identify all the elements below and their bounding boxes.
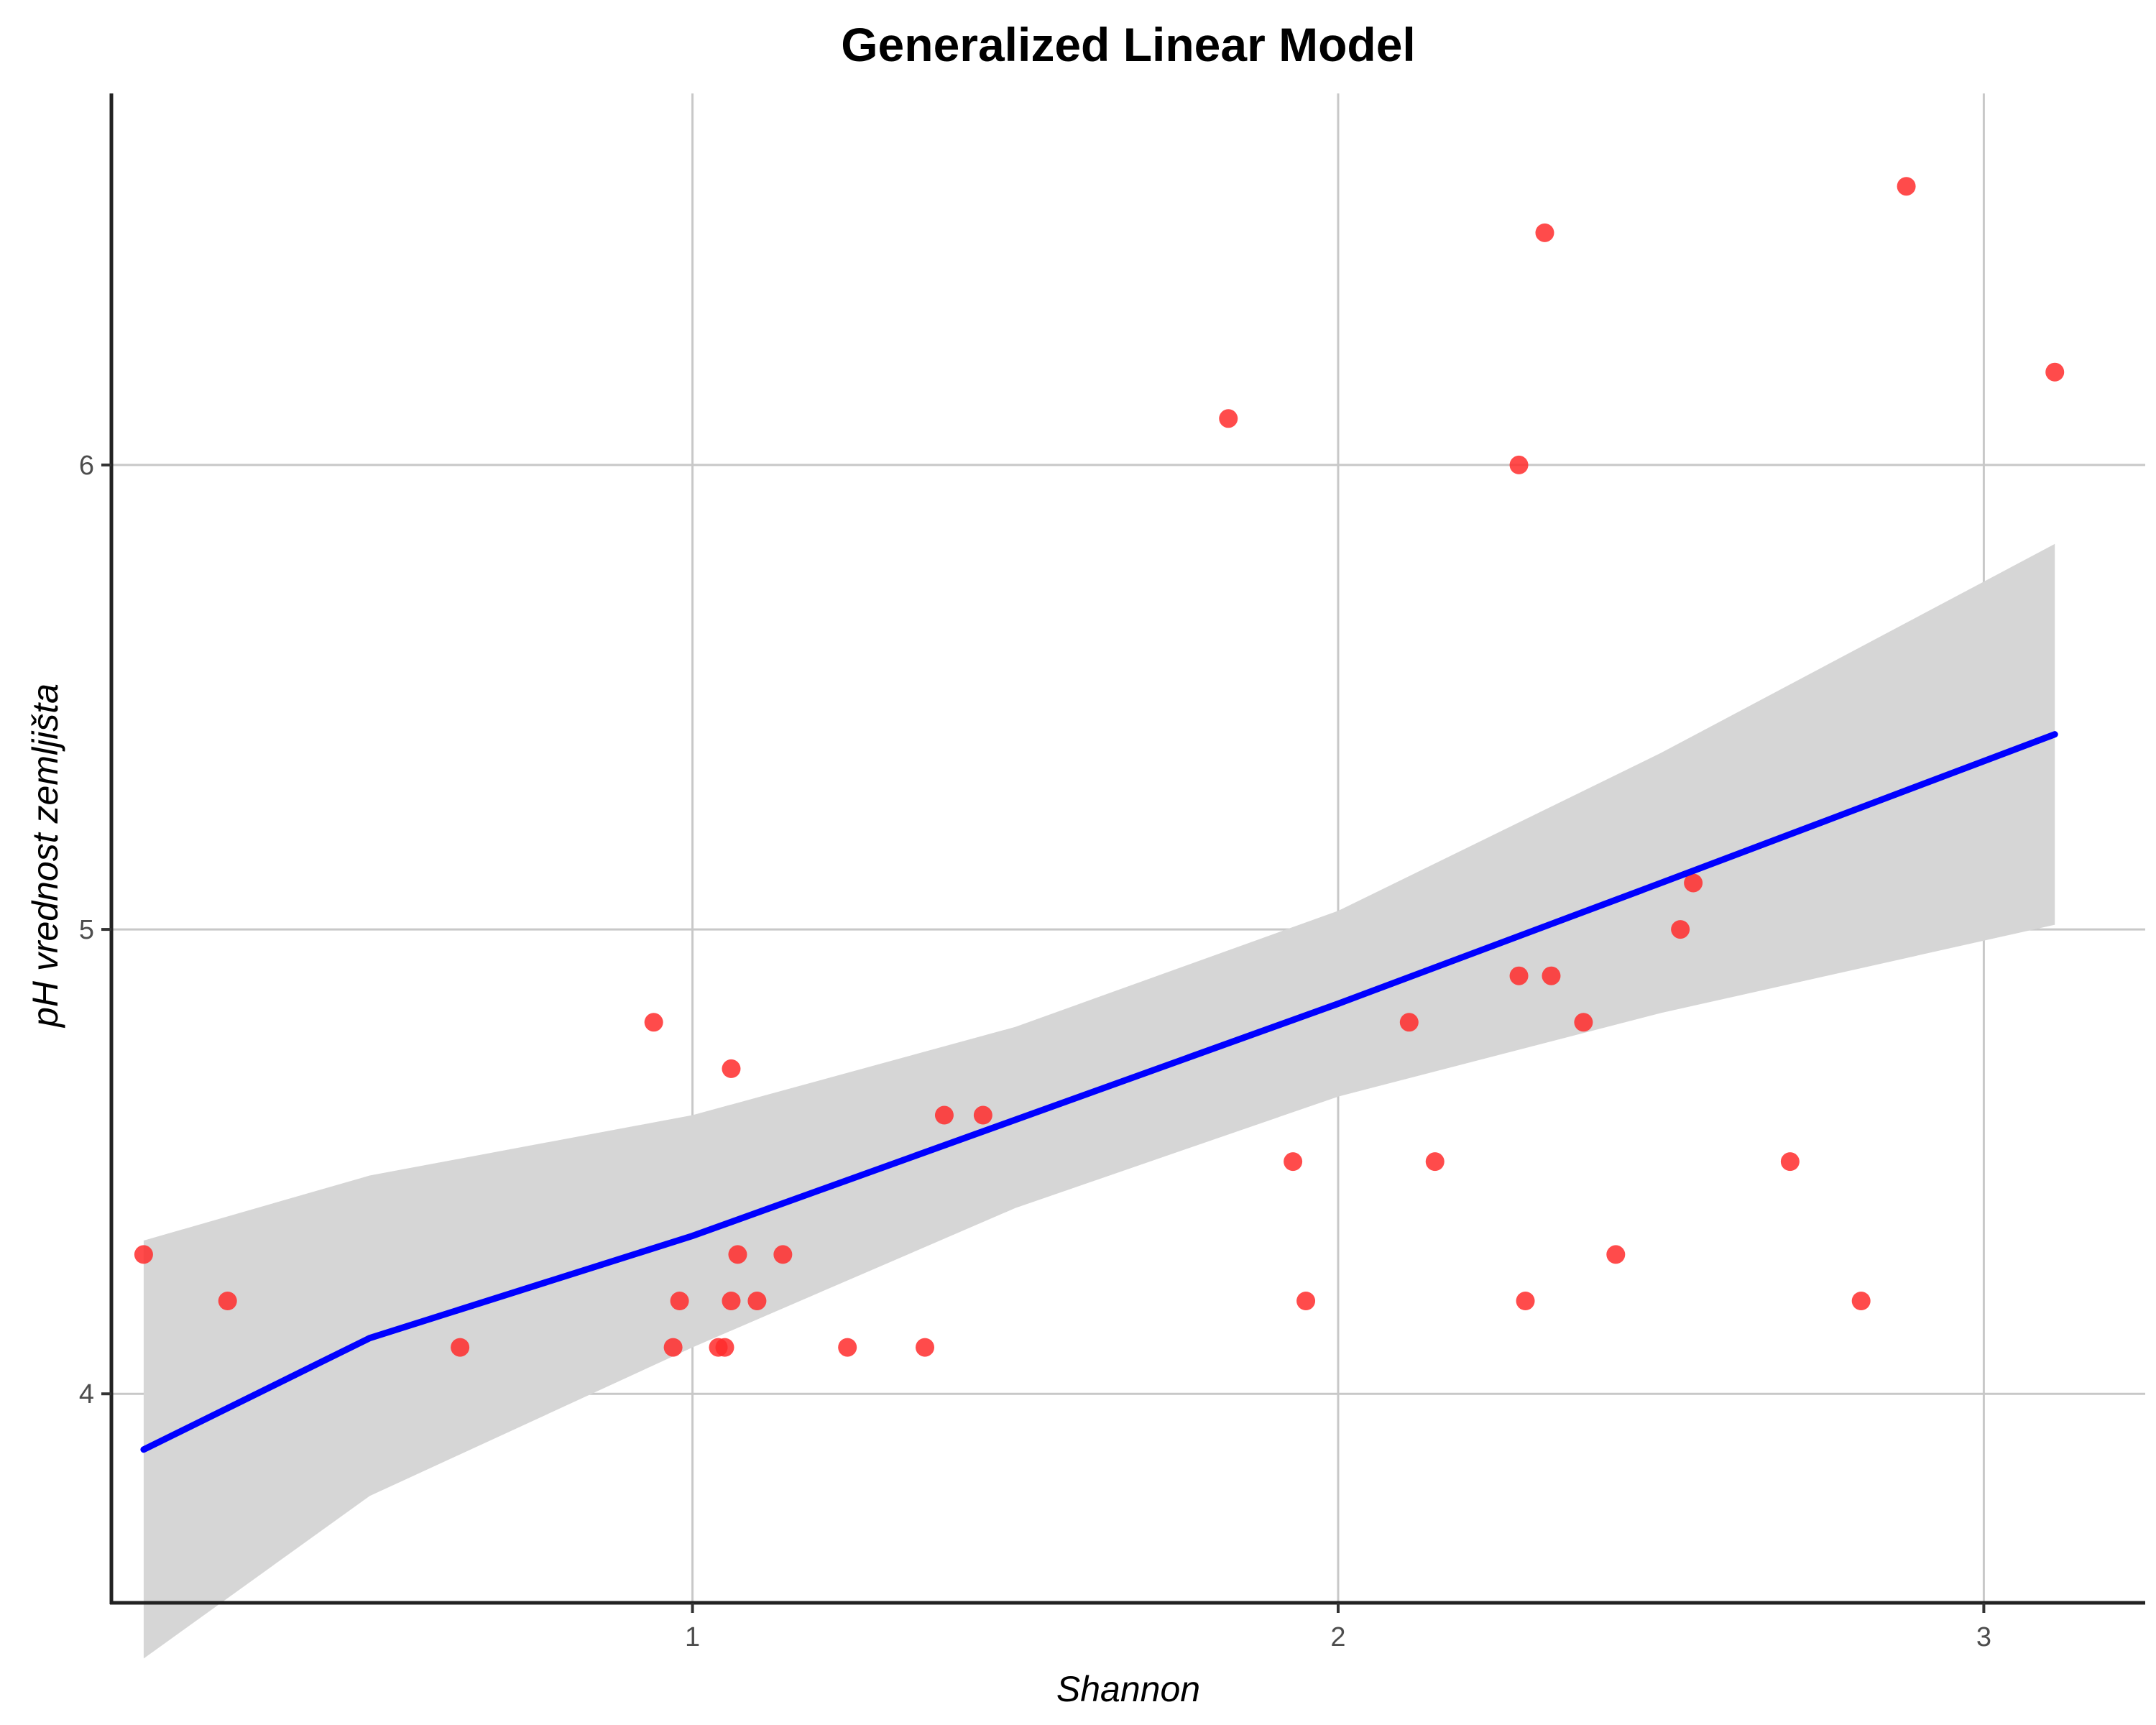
data-point: [916, 1338, 934, 1357]
data-point: [1897, 177, 1916, 196]
data-point: [451, 1338, 470, 1357]
data-point: [1509, 966, 1529, 985]
data-point: [838, 1338, 857, 1357]
data-point: [134, 1245, 153, 1264]
chart-title: Generalized Linear Model: [841, 18, 1416, 71]
x-tick-label: 1: [685, 1622, 700, 1652]
x-tick-label: 2: [1330, 1622, 1345, 1652]
x-axis-label: Shannon: [1056, 1669, 1200, 1709]
data-points: [134, 177, 2065, 1357]
data-point: [1509, 455, 1529, 474]
data-point: [722, 1059, 741, 1078]
data-point: [973, 1105, 992, 1125]
data-point: [1574, 1013, 1593, 1032]
data-point: [1606, 1245, 1626, 1264]
confidence-band: [143, 543, 2055, 1659]
y-tick-label: 5: [79, 915, 94, 945]
data-point: [218, 1292, 237, 1310]
data-point: [728, 1245, 747, 1264]
data-point: [1671, 920, 1690, 939]
data-point: [934, 1105, 954, 1125]
data-point: [773, 1245, 793, 1264]
data-point: [670, 1292, 689, 1310]
data-point: [2045, 362, 2065, 382]
y-tick-label: 6: [79, 451, 94, 481]
axes: [101, 93, 2145, 1613]
data-point: [1780, 1152, 1800, 1172]
data-point: [747, 1292, 767, 1310]
data-point: [644, 1013, 663, 1032]
data-point: [722, 1292, 741, 1310]
data-point: [663, 1338, 683, 1357]
y-axis-label: pH vrednost zemljišta: [25, 684, 65, 1029]
data-point: [715, 1338, 734, 1357]
data-point: [1296, 1292, 1316, 1310]
data-point: [1399, 1013, 1419, 1032]
data-point: [1219, 409, 1238, 428]
regression-line: [140, 731, 2058, 1453]
y-tick-label: 4: [79, 1379, 94, 1409]
data-point: [1851, 1292, 1871, 1310]
data-point: [1425, 1152, 1445, 1172]
tick-labels: 1 2 3 4 5 6: [79, 451, 1991, 1652]
data-point: [1684, 873, 1703, 893]
data-point: [1542, 966, 1561, 985]
data-point: [1535, 223, 1554, 242]
data-point: [1284, 1152, 1303, 1172]
x-tick-label: 3: [1976, 1622, 1991, 1652]
data-point: [1516, 1292, 1535, 1310]
